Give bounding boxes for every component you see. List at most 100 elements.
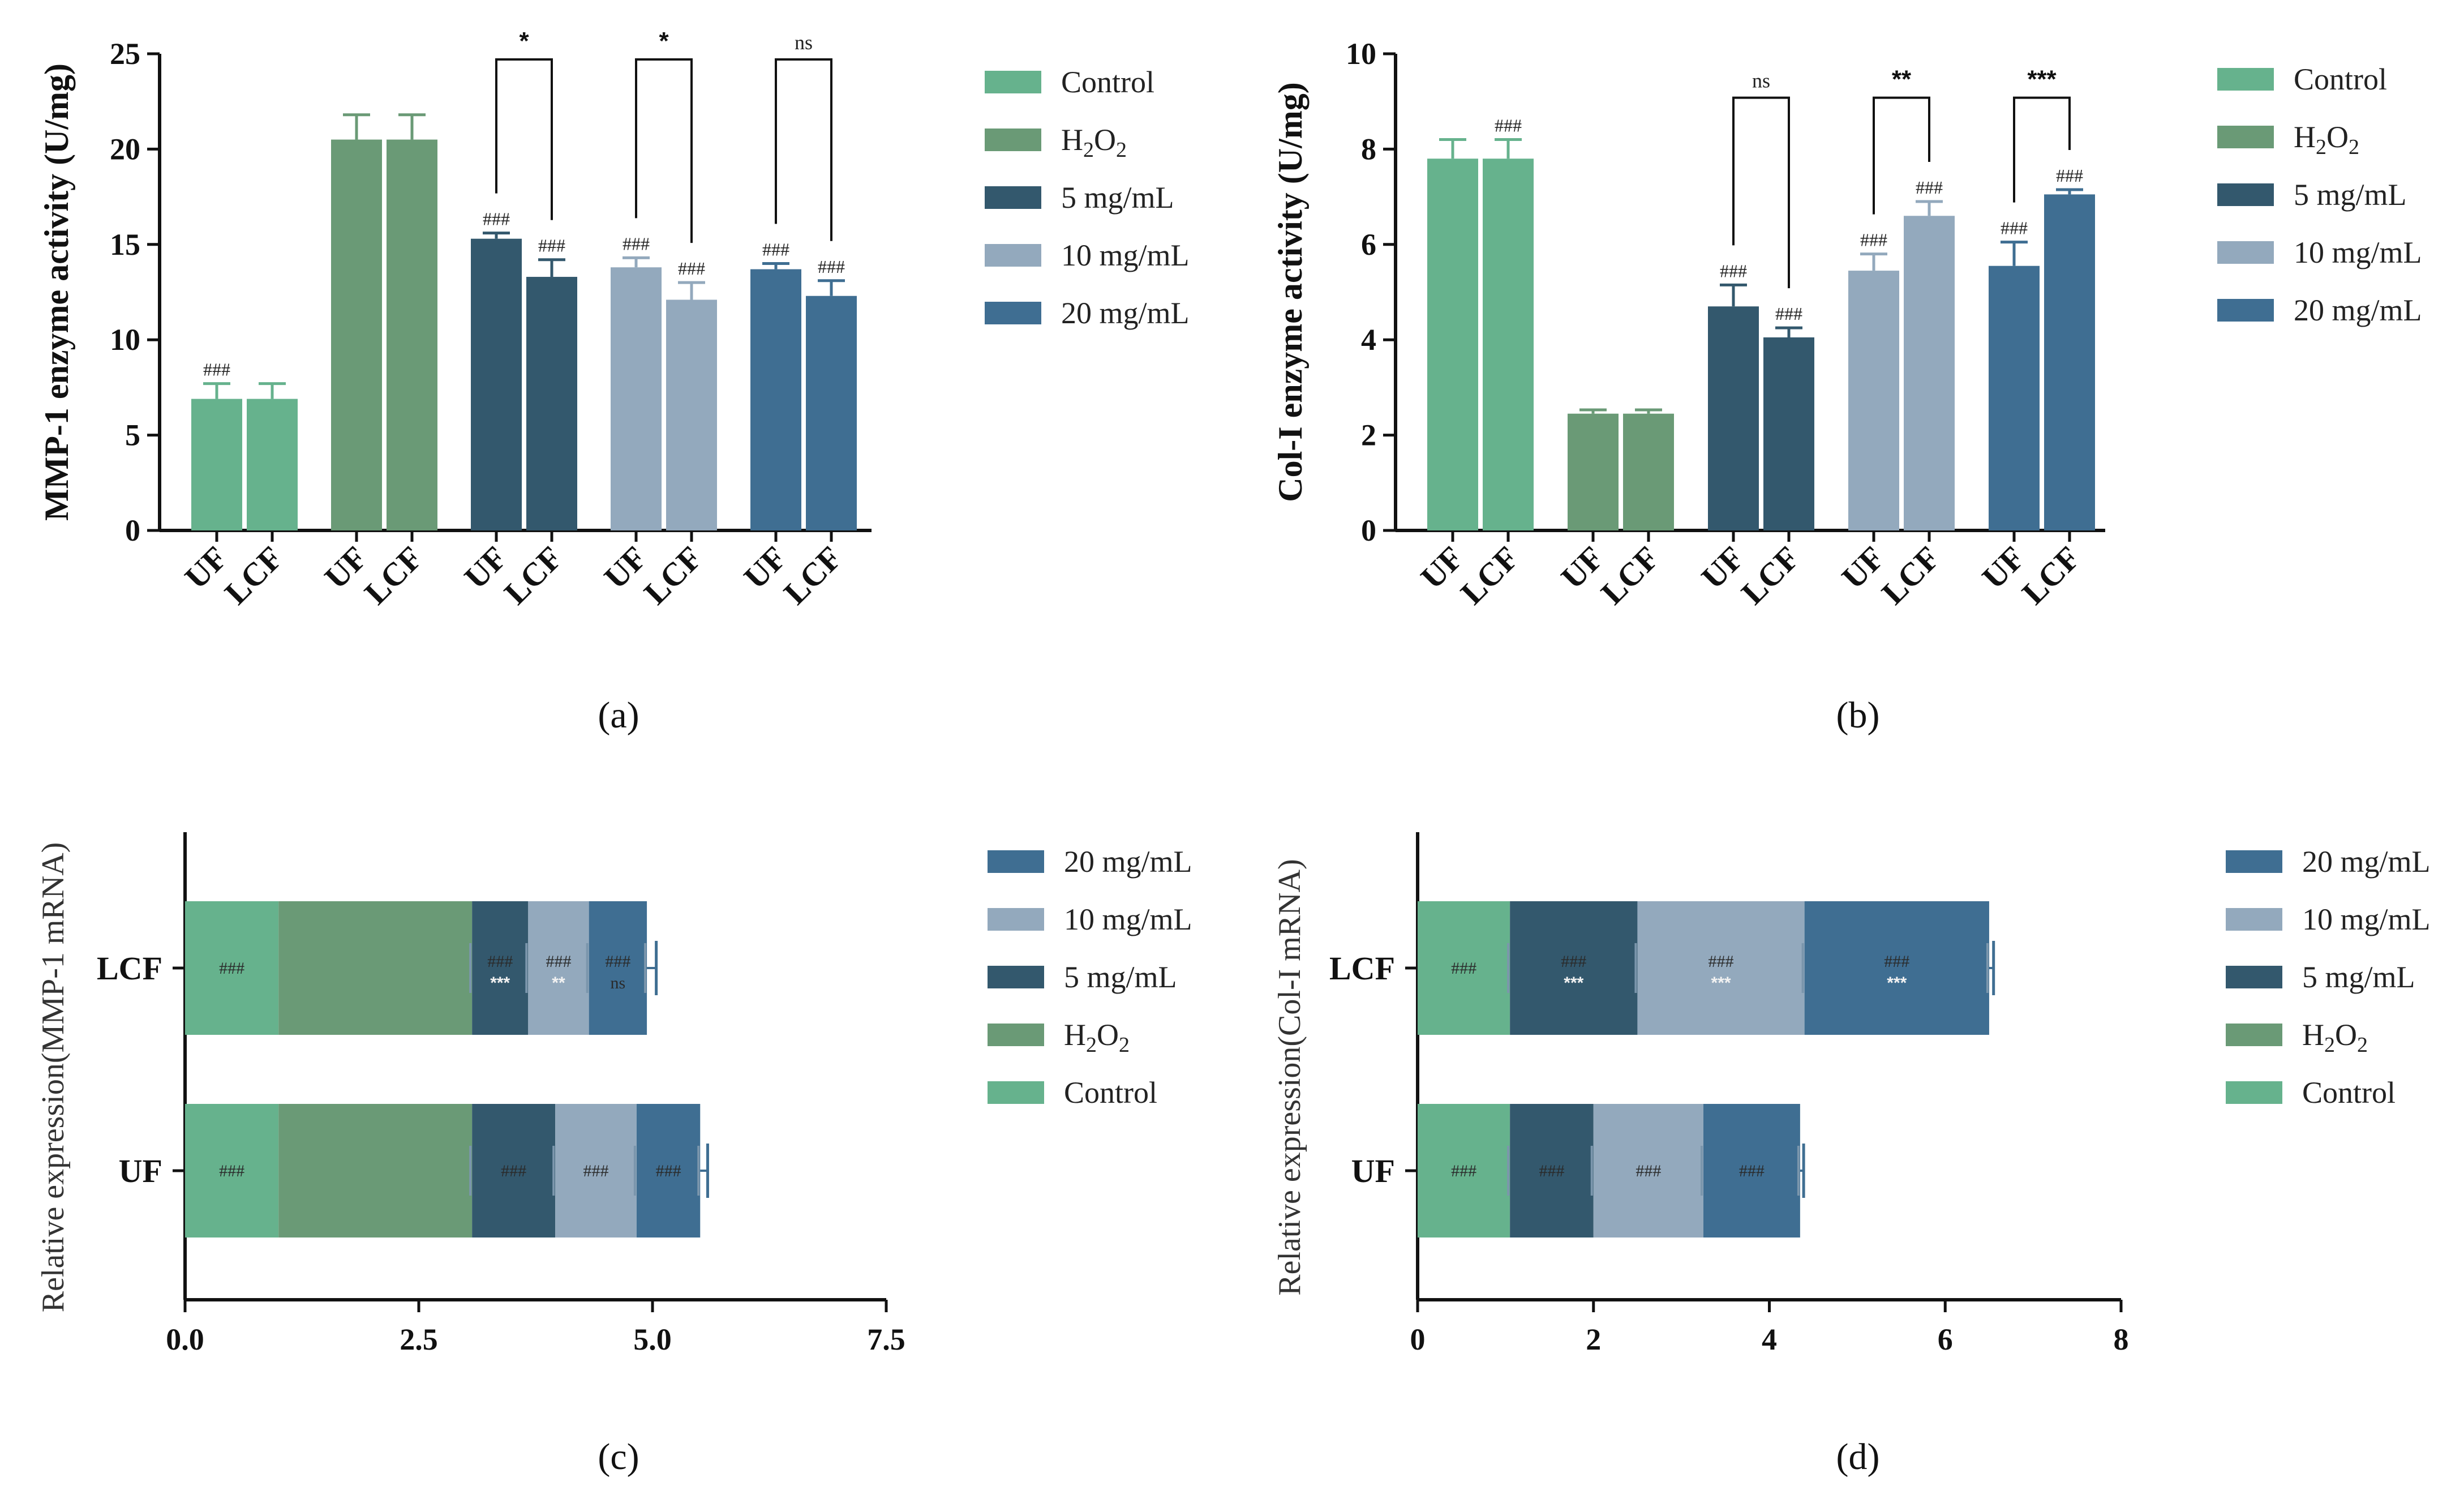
b-bar-20-mg-ml-uf [1989, 266, 2040, 530]
c-x-tick-label-1: 2.5 [400, 1322, 438, 1356]
b-x-label-3: LCF [1594, 539, 1666, 611]
b-legend-swatch-5-mg-ml [2217, 183, 2274, 206]
a-bar-annotation-9: ### [818, 256, 845, 277]
d-segment-lcf-control [1418, 901, 1510, 1035]
c-segment-uf-10-mg-ml [555, 1104, 637, 1237]
a-sig-label-0: * [519, 27, 529, 55]
d-x-tick-label-1: 2 [1586, 1322, 1601, 1356]
b-bar-annotation-8: ### [2001, 218, 2028, 238]
c-x-tick-label-3: 7.5 [867, 1322, 905, 1356]
d-legend-swatch-5-mg-ml [2226, 966, 2282, 988]
d-segment-annotation-lcf-3: ### [1884, 952, 1909, 971]
d-legend-swatch-h2o2 [2226, 1024, 2282, 1046]
a-legend-label-10-mg-ml: 10 mg/mL [1061, 238, 1190, 272]
b-bar-annotation-7: ### [1916, 177, 1943, 198]
a-legend-swatch-10-mg-ml [985, 244, 1041, 267]
d-x-tick-label-0: 0 [1410, 1322, 1426, 1356]
c-segment-uf-h2o2 [278, 1104, 473, 1237]
b-legend-swatch-10-mg-ml [2217, 241, 2274, 264]
c-legend-label-10-mg-ml: 10 mg/mL [1064, 902, 1192, 936]
a-x-label-9: LCF [776, 539, 849, 611]
a-legend-label-control: Control [1061, 65, 1154, 99]
b-legend-swatch-control [2217, 68, 2274, 91]
c-segment-lcf-20-mg-ml [589, 901, 647, 1035]
b-legend-label-20-mg-ml: 20 mg/mL [2294, 293, 2422, 327]
c-x-tick-label-0: 0.0 [166, 1322, 204, 1356]
b-sig-bracket-1 [1873, 96, 1930, 215]
a-sig-bracket-1 [635, 58, 693, 243]
b-bar-annotation-4: ### [1720, 260, 1747, 281]
a-bar-5-mg-ml-uf [471, 238, 522, 530]
a-bar-annotation-4: ### [483, 209, 510, 229]
b-sig-label-1: ** [1892, 66, 1912, 93]
c-segment-uf-5-mg-ml [472, 1104, 556, 1237]
d-segment-stars-lcf-3: *** [1887, 974, 1907, 992]
c-segment-annotation-uf-4: ### [656, 1162, 681, 1180]
b-bar-5-mg-ml-lcf [1763, 337, 1814, 530]
a-bar-20-mg-ml-lcf [806, 296, 857, 530]
b-y-tick-label-6: 6 [1361, 228, 1376, 262]
c-segment-stars-lcf-3: ** [552, 974, 565, 992]
a-legend-swatch-h2o2 [985, 129, 1041, 151]
d-x-tick-label-2: 4 [1762, 1322, 1777, 1356]
a-legend-label-20-mg-ml: 20 mg/mL [1061, 296, 1190, 330]
d-segment-uf-20-mg-ml [1703, 1104, 1800, 1237]
a-bar-control-uf [191, 399, 242, 530]
d-segment-lcf-5-mg-ml [1510, 901, 1638, 1035]
b-legend-label-h2o2: H2O2 [2294, 120, 2359, 159]
b-legend-swatch-20-mg-ml [2217, 299, 2274, 322]
c-segment-lcf-10-mg-ml [528, 901, 589, 1035]
d-row-label-uf: UF [1351, 1153, 1395, 1189]
a-legend-label-5-mg-ml: 5 mg/mL [1061, 181, 1174, 215]
a-bar-annotation-0: ### [203, 359, 230, 380]
d-legend-swatch-10-mg-ml [2226, 908, 2282, 931]
panel-c-mmp1-mrna-chart: 0.0 2.5 5.0 7.5 Relative expression(MMP-1 mR… [36, 832, 1192, 1356]
b-bar-h2o2-lcf [1623, 413, 1674, 530]
a-sig-bracket-2 [775, 58, 832, 241]
b-legend-label-5-mg-ml: 5 mg/mL [2294, 178, 2407, 212]
a-sig-label-1: * [659, 27, 669, 55]
b-bar-control-lcf [1483, 159, 1534, 530]
c-y-axis-title: Relative expression(MMP-1 mRNA) [36, 842, 71, 1313]
d-segment-uf-10-mg-ml [1593, 1104, 1703, 1237]
c-x-tick-label-2: 5.0 [633, 1322, 672, 1356]
b-y-tick-label-10: 10 [1346, 37, 1376, 71]
b-sig-bracket-2 [2013, 96, 2071, 203]
c-segment-uf-control [185, 1104, 279, 1237]
c-segment-annotation-lcf-4: ### [605, 952, 630, 971]
b-bar-20-mg-ml-lcf [2044, 194, 2095, 530]
d-x-tick-label-3: 6 [1938, 1322, 1953, 1356]
d-legend-label-h2o2: H2O2 [2302, 1018, 2368, 1057]
a-x-label-7: LCF [637, 539, 709, 611]
d-segment-annotation-uf-3: ### [1739, 1162, 1765, 1180]
c-row-label-uf: UF [119, 1153, 162, 1189]
a-bar-h2o2-uf [331, 139, 382, 530]
d-segment-annotation-lcf-2: ### [1709, 952, 1734, 971]
a-y-tick-label-10: 10 [110, 323, 140, 357]
c-segment-annotation-uf-2: ### [501, 1162, 526, 1180]
c-legend-swatch-h2o2 [988, 1024, 1044, 1046]
c-legend-swatch-control [988, 1081, 1044, 1104]
d-segment-annotation-uf-0: ### [1451, 1162, 1476, 1180]
a-x-label-5: LCF [497, 539, 569, 611]
d-legend-swatch-20-mg-ml [2226, 850, 2282, 873]
c-legend-label-h2o2: H2O2 [1064, 1018, 1130, 1057]
b-legend-swatch-h2o2 [2217, 126, 2274, 148]
c-segment-annotation-uf-0: ### [219, 1162, 244, 1180]
d-legend-label-10-mg-ml: 10 mg/mL [2302, 902, 2431, 936]
b-bar-annotation-6: ### [1860, 230, 1887, 250]
b-legend-label-control: Control [2294, 62, 2387, 96]
c-segment-annotation-lcf-0: ### [219, 959, 244, 978]
b-sig-label-0: ns [1752, 70, 1770, 92]
d-legend-swatch-control [2226, 1081, 2282, 1104]
c-legend-label-control: Control [1064, 1076, 1157, 1110]
b-bar-annotation-9: ### [2056, 165, 2083, 186]
a-sig-bracket-0 [495, 58, 553, 220]
a-x-label-3: LCF [357, 539, 430, 611]
a-bar-h2o2-lcf [387, 139, 437, 530]
caption-d: (d) [1836, 1436, 1880, 1478]
c-segment-annotation-uf-3: ### [583, 1162, 609, 1180]
panel-a-mmp1-activity-chart: 0 5 10 15 20 25 MMP-1 enzyme activity (U/mg) ##… [38, 27, 1190, 611]
